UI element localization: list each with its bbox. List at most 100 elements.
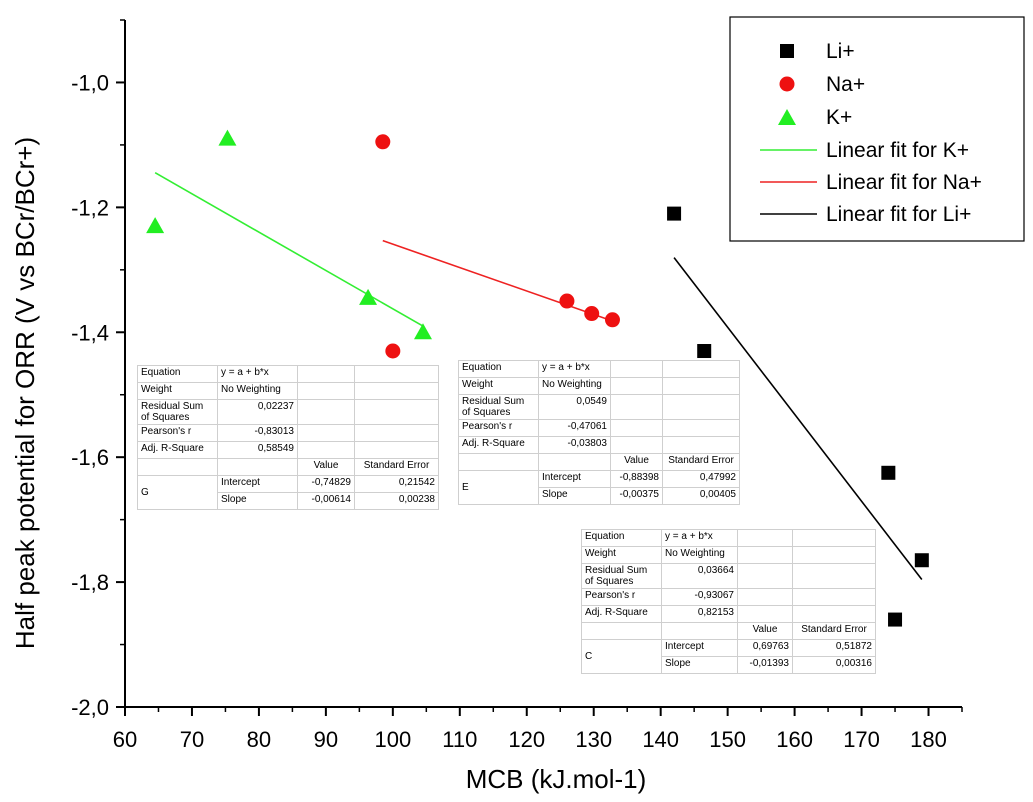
value-header: Value (297, 458, 355, 476)
data-point (604, 312, 620, 328)
table-row: Weight No Weighting (581, 546, 876, 564)
weight-value: No Weighting (661, 546, 738, 564)
table-row: Weight No Weighting (458, 377, 740, 395)
x-tick-label: 180 (910, 727, 947, 752)
legend-label-li: Li+ (826, 40, 855, 63)
intercept-value: 0,69763 (737, 639, 793, 657)
legend-label-fit-k: Linear fit for K+ (826, 139, 969, 162)
legend: Li+ Na+ K+ Linear fit for K+ Linear fit … (729, 16, 1025, 242)
y-tick-label: -2,0 (71, 695, 109, 720)
x-tick-label: 130 (575, 727, 612, 752)
table-row: Equation y = a + b*x (458, 360, 740, 378)
fit-line (154, 172, 424, 327)
fit-table-e: Equation y = a + b*x Weight No Weighting… (458, 360, 740, 505)
table-row: G Intercept -0,74829 0,21542 (137, 475, 439, 510)
adj-r-square-label: Adj. R-Square (458, 436, 539, 454)
x-tick-label: 100 (374, 727, 411, 752)
table-row: Adj. R-Square -0,03803 (458, 436, 740, 454)
slope-label: Slope (661, 656, 738, 674)
y-tick-label: -1,2 (71, 195, 109, 220)
x-axis-title: MCB (kJ.mol-1) (466, 764, 647, 794)
axes: 60 70 80 90 100 110 120 130 140 150 160 170 180 -1,0 -… (71, 19, 963, 752)
data-point (413, 323, 432, 340)
slope-label: Slope (538, 487, 611, 505)
intercept-label: Intercept (538, 470, 611, 488)
rss-value: 0,0549 (538, 394, 611, 420)
data-point (218, 129, 237, 146)
data-points (146, 129, 929, 627)
table-row: Pearson's r -0,83013 (137, 424, 439, 442)
x-tick-label: 170 (843, 727, 880, 752)
table-row: Value Standard Error (137, 458, 439, 476)
intercept-value: -0,88398 (610, 470, 663, 488)
slope-value: -0,00375 (610, 487, 663, 505)
x-tick-label: 110 (442, 727, 477, 752)
equation-value: y = a + b*x (661, 529, 738, 547)
adj-r-square-value: 0,82153 (661, 605, 738, 623)
table-label: C (581, 639, 662, 674)
pearson-label: Pearson's r (137, 424, 218, 442)
legend-label-na: Na+ (826, 73, 865, 96)
y-tick-label: -1,8 (71, 570, 109, 595)
standard-error-header: Standard Error (792, 622, 876, 640)
table-row: E Intercept -0,88398 0,47992 (458, 470, 740, 505)
data-point (914, 553, 929, 568)
legend-label-k: K+ (826, 106, 852, 129)
rss-label: Residual Sum of Squares (137, 399, 218, 425)
equation-label: Equation (137, 365, 218, 383)
table-row: Equation y = a + b*x (137, 365, 439, 383)
table-row: Pearson's r -0,47061 (458, 419, 740, 437)
slope-value: -0,01393 (737, 656, 793, 674)
table-row: Pearson's r -0,93067 (581, 588, 876, 606)
data-point (146, 217, 165, 234)
data-point (359, 288, 378, 305)
adj-r-square-value: 0,58549 (217, 441, 298, 459)
equation-label: Equation (458, 360, 539, 378)
weight-label: Weight (581, 546, 662, 564)
adj-r-square-label: Adj. R-Square (581, 605, 662, 623)
equation-value: y = a + b*x (217, 365, 298, 383)
x-tick-label: 90 (314, 727, 338, 752)
pearson-label: Pearson's r (458, 419, 539, 437)
fit-line (673, 257, 923, 581)
rss-label: Residual Sum of Squares (458, 394, 539, 420)
data-point (667, 206, 682, 221)
fit-line (382, 239, 613, 322)
data-point (697, 344, 712, 359)
x-tick-label: 150 (709, 727, 746, 752)
intercept-label: Intercept (661, 639, 738, 657)
pearson-value: -0,83013 (217, 424, 298, 442)
data-point (888, 612, 903, 627)
data-point (559, 293, 575, 309)
table-row: Residual Sum of Squares 0,03664 (581, 563, 876, 589)
intercept-se: 0,51872 (792, 639, 876, 657)
table-row: Weight No Weighting (137, 382, 439, 400)
value-header: Value (737, 622, 793, 640)
data-point (881, 465, 896, 480)
rss-value: 0,02237 (217, 399, 298, 425)
fit-table-g: Equation y = a + b*x Weight No Weighting… (137, 365, 439, 510)
pearson-value: -0,47061 (538, 419, 611, 437)
intercept-label: Intercept (217, 475, 298, 493)
table-row: Adj. R-Square 0,58549 (137, 441, 439, 459)
legend-label-fit-na: Linear fit for Na+ (826, 171, 982, 194)
adj-r-square-value: -0,03803 (538, 436, 611, 454)
x-tick-label: 70 (180, 727, 204, 752)
legend-label-fit-li: Linear fit for Li+ (826, 203, 971, 226)
table-row: Value Standard Error (458, 453, 740, 471)
rss-value: 0,03664 (661, 563, 738, 589)
table-label: G (137, 475, 218, 510)
intercept-se: 0,21542 (354, 475, 439, 493)
slope-value: -0,00614 (297, 492, 355, 510)
table-row: Value Standard Error (581, 622, 876, 640)
slope-label: Slope (217, 492, 298, 510)
table-row: Residual Sum of Squares 0,0549 (458, 394, 740, 420)
value-header: Value (610, 453, 663, 471)
standard-error-header: Standard Error (354, 458, 439, 476)
weight-label: Weight (137, 382, 218, 400)
weight-value: No Weighting (217, 382, 298, 400)
x-tick-label: 140 (642, 727, 679, 752)
standard-error-header: Standard Error (662, 453, 740, 471)
data-point (385, 343, 401, 359)
